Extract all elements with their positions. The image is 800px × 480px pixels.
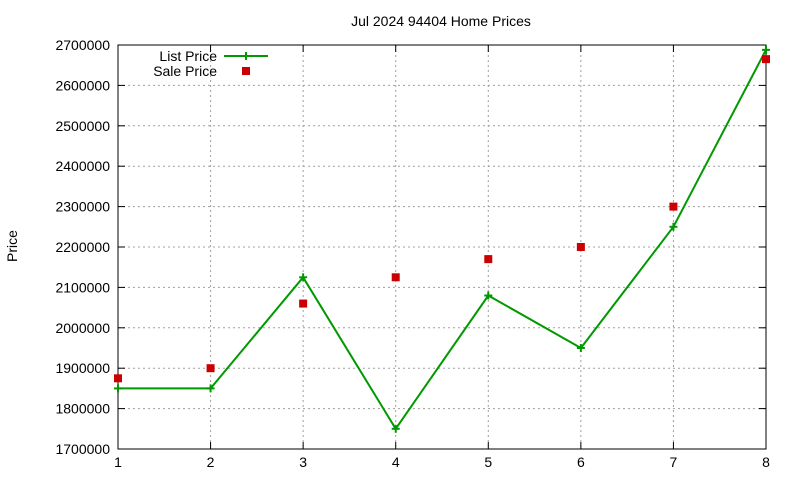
list-price-point: [114, 384, 122, 393]
plot-border: [117, 44, 767, 450]
y-tick-label: 2100000: [55, 279, 110, 295]
x-tick-label: 3: [299, 454, 307, 470]
sale-price-point: [299, 299, 308, 308]
chart-title: Jul 2024 94404 Home Prices: [351, 13, 531, 29]
list-price-point: [669, 222, 678, 231]
sale-price-point: [484, 255, 493, 264]
tick-labels: 1700000 1800000 1900000 2000000 2100000 22000…: [55, 37, 770, 470]
x-tick-label: 5: [484, 454, 492, 470]
x-tick-label: 6: [577, 454, 585, 470]
sale-price-point: [206, 364, 215, 373]
list-price-line: [118, 49, 767, 430]
legend: List Price Sale Price: [153, 48, 268, 79]
list-price-point: [299, 273, 308, 282]
y-axis-label: Price: [4, 230, 20, 262]
y-tick-label: 2200000: [55, 239, 110, 255]
x-tick-label: 4: [392, 454, 400, 470]
y-tick-label: 2500000: [55, 118, 110, 134]
sale-price-point: [669, 202, 678, 211]
legend-label-list-price: List Price: [159, 48, 217, 64]
list-price-point: [484, 291, 493, 300]
axes: [117, 44, 767, 450]
y-tick-label: 2600000: [55, 77, 110, 93]
sale-price-point: [576, 243, 585, 251]
x-tick-label: 8: [762, 454, 770, 470]
list-price-point: [391, 424, 400, 433]
x-tick-label: 1: [114, 454, 122, 470]
y-tick-label: 1700000: [55, 441, 110, 457]
legend-sample-sale-price-marker: [242, 67, 250, 75]
y-tick-label: 2000000: [55, 320, 110, 336]
grid: [118, 45, 766, 449]
y-tick-label: 2700000: [55, 37, 110, 53]
series: [114, 45, 770, 433]
y-tick-label: 1800000: [55, 401, 110, 417]
sale-price-point: [762, 55, 770, 64]
y-tick-label: 2300000: [55, 199, 110, 215]
x-tick-label: 2: [207, 454, 215, 470]
legend-sample-list-price-marker: [242, 52, 250, 60]
sale-price-point: [391, 273, 400, 282]
y-tick-label: 1900000: [55, 360, 110, 376]
legend-label-sale-price: Sale Price: [153, 63, 217, 79]
x-tick-label: 7: [670, 454, 678, 470]
list-price-point: [206, 384, 215, 393]
y-tick-label: 2400000: [55, 158, 110, 174]
list-price-point: [576, 344, 585, 352]
list-price-point: [762, 45, 770, 54]
sale-price-point: [114, 374, 122, 383]
